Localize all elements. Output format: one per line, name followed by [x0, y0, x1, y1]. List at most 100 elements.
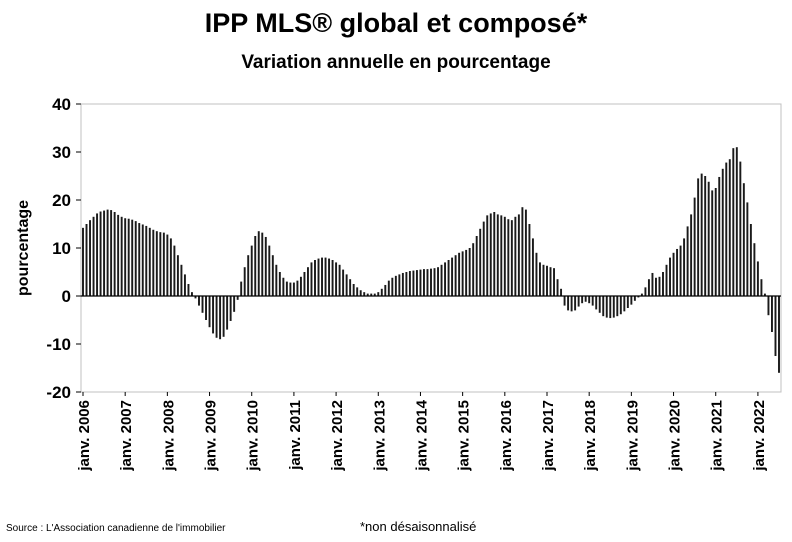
bar: [707, 181, 710, 296]
x-tick-label: janv. 2017: [540, 400, 557, 472]
footnote: *non désaisonnalisé: [360, 519, 477, 534]
bar: [454, 255, 457, 296]
bar: [117, 214, 120, 296]
bar: [373, 293, 376, 296]
bar: [433, 268, 436, 296]
bar: [447, 260, 450, 296]
bar: [183, 274, 186, 296]
y-axis-title: pourcentage: [15, 200, 32, 296]
plot-frame: [80, 103, 782, 393]
bar: [539, 262, 541, 296]
bar: [261, 232, 264, 296]
bar: [676, 248, 679, 296]
bar: [307, 267, 309, 296]
bar: [574, 296, 577, 311]
bar: [356, 287, 359, 296]
bar: [679, 245, 682, 296]
bar: [264, 236, 267, 296]
x-tick-label: janv. 2009: [203, 400, 220, 472]
bar: [278, 272, 281, 296]
x-tick-label: janv. 2018: [582, 400, 599, 472]
bar: [440, 264, 443, 296]
bar: [120, 216, 123, 296]
bar: [96, 213, 99, 296]
bar: [152, 229, 155, 296]
source-note: Source : L'Association canadienne de l'i…: [6, 523, 226, 534]
bar: [640, 293, 643, 296]
bar: [619, 296, 622, 315]
bar: [226, 296, 229, 330]
bar: [602, 296, 605, 317]
bar: [714, 188, 717, 296]
bar: [465, 249, 468, 296]
bar: [191, 292, 193, 296]
bar: [546, 265, 548, 296]
x-tick-label: janv. 2014: [414, 399, 431, 471]
bar: [778, 296, 780, 373]
bar: [665, 264, 668, 296]
bar: [176, 255, 179, 296]
bar: [458, 252, 461, 296]
bar: [201, 296, 204, 313]
x-tick-label: janv. 2010: [245, 400, 262, 472]
bar: [771, 296, 773, 332]
bar: [655, 277, 657, 296]
bar: [482, 221, 485, 296]
x-tick-label: janv. 2022: [751, 400, 768, 472]
bar: [99, 211, 102, 296]
x-tick-label: janv. 2007: [118, 400, 135, 472]
bar: [208, 296, 211, 328]
bar: [141, 224, 144, 296]
bar: [296, 280, 299, 296]
y-tick-label: -20: [46, 383, 71, 402]
bar: [398, 274, 401, 296]
bar: [391, 277, 394, 296]
bar: [510, 220, 513, 296]
bar: [633, 296, 636, 301]
bar: [686, 226, 689, 296]
bar: [345, 274, 348, 296]
bar: [233, 296, 236, 312]
bar: [630, 296, 633, 305]
bar: [718, 176, 721, 296]
bar: [556, 279, 559, 296]
bar: [528, 224, 531, 296]
x-tick-label: janv. 2006: [76, 400, 93, 472]
bar: [162, 232, 165, 296]
bar: [560, 288, 563, 296]
bar: [489, 213, 492, 296]
bar: [303, 272, 306, 296]
bar: [468, 248, 471, 296]
bar: [704, 176, 707, 296]
bar: [342, 269, 345, 296]
bar: [503, 216, 506, 296]
bar: [756, 261, 759, 296]
x-tick-label: janv. 2015: [456, 400, 473, 472]
bar: [711, 190, 714, 296]
bar: [426, 269, 429, 296]
bar: [721, 168, 724, 296]
bar: [82, 227, 84, 296]
bar: [591, 296, 594, 306]
bar: [658, 276, 661, 296]
bar: [742, 183, 745, 296]
bar: [763, 293, 766, 296]
bar: [215, 296, 218, 338]
bar: [669, 257, 671, 296]
bar: [338, 264, 341, 296]
bar: [254, 236, 257, 296]
bar: [581, 296, 584, 304]
bar: [767, 296, 770, 316]
bar: [380, 288, 383, 296]
bar: [451, 257, 454, 296]
bar: [493, 212, 496, 296]
y-tick-label: -10: [46, 335, 71, 354]
y-tick-label: 30: [52, 143, 71, 162]
x-tick-label: janv. 2020: [667, 400, 684, 472]
bar: [145, 225, 148, 296]
bar: [314, 260, 316, 296]
bar: [549, 267, 552, 296]
bar: [285, 281, 288, 296]
bar: [229, 296, 232, 321]
bar: [212, 296, 215, 334]
